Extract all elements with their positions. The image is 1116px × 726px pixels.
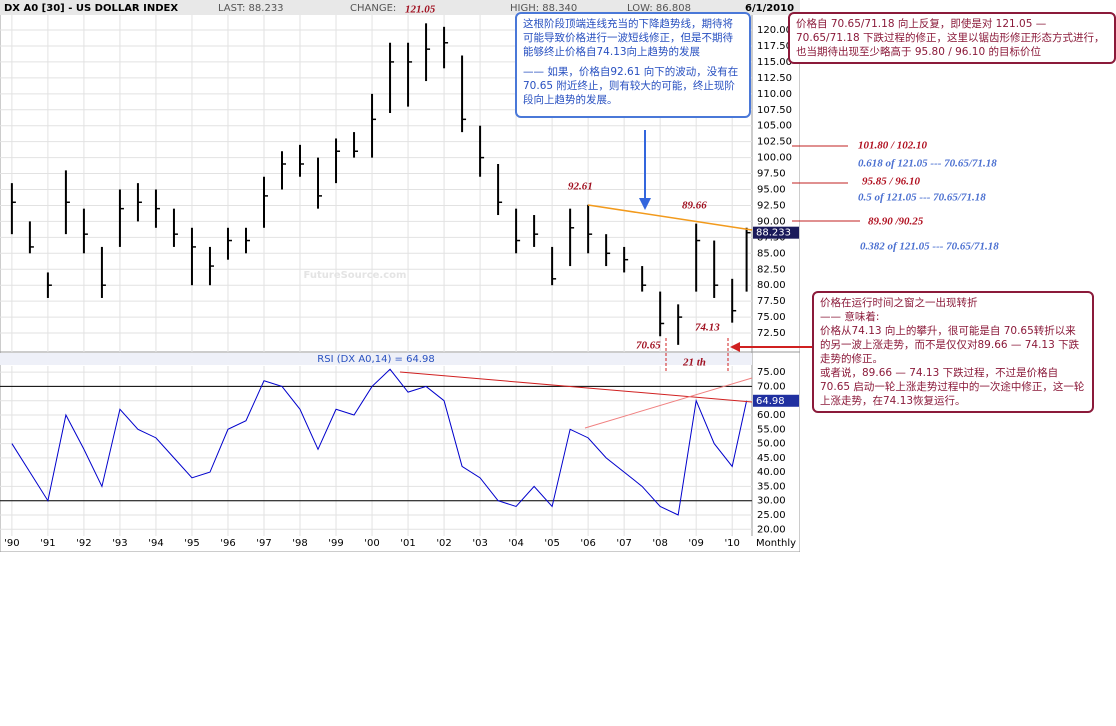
y-tick-label: 45.00 <box>757 453 786 464</box>
trend-line <box>587 204 753 231</box>
y-tick-label: 82.50 <box>757 264 786 275</box>
x-tick-label: '06 <box>580 538 595 549</box>
title-bar <box>0 353 752 365</box>
annotation: 70.65 <box>636 340 661 352</box>
y-tick-label: 75.00 <box>757 367 786 378</box>
y-tick-label: 30.00 <box>757 496 786 507</box>
annotation: 89.66 <box>682 200 707 212</box>
x-tick-label: '10 <box>724 538 739 549</box>
x-tick-label: '04 <box>508 538 523 549</box>
note-top-right: 价格自 70.65/71.18 向上反复，即使是对 121.05 — 70.65… <box>788 12 1116 64</box>
y-tick-label: 70.00 <box>757 381 786 392</box>
y-tick-label: 115.00 <box>757 57 792 68</box>
plot: 72.5075.0077.5080.0082.5085.0087.5090.00… <box>0 15 799 549</box>
annotation: 95.85 / 96.10 <box>862 176 921 188</box>
x-tick-label: '92 <box>76 538 91 549</box>
y-tick-label: 77.50 <box>757 296 786 307</box>
x-tick-label: '91 <box>40 538 55 549</box>
y-tick-label: 105.00 <box>757 121 792 132</box>
x-tick-label: '90 <box>4 538 19 549</box>
x-tick-label: '93 <box>112 538 127 549</box>
x-tick-label: '07 <box>616 538 631 549</box>
note-text: —— 意味着: <box>820 311 880 323</box>
note-blue: 这根阶段顶端连线充当的下降趋势线，期待将可能导致价格进行一波短线修正，但是不期待… <box>515 12 751 118</box>
y-tick-label: 120.00 <box>757 25 792 36</box>
annotation: 92.61 <box>568 181 593 193</box>
x-tick-label: '02 <box>436 538 451 549</box>
annotation: 74.13 <box>695 322 720 334</box>
x-tick-label: '00 <box>364 538 379 549</box>
x-tick-label: '05 <box>544 538 559 549</box>
annotation: 101.80 / 102.10 <box>858 140 928 152</box>
y-tick-label: 55.00 <box>757 424 786 435</box>
note-bottom-right: 价格在运行时间之窗之一出现转折 —— 意味着: 价格从74.13 向上的攀升，很… <box>812 291 1094 413</box>
x-tick-label: '94 <box>148 538 163 549</box>
y-tick-label: 75.00 <box>757 312 786 323</box>
annotation: 21 th <box>682 357 706 369</box>
x-tick-label: '97 <box>256 538 271 549</box>
date: 6/1/2010 <box>745 3 794 14</box>
annotation: 121.05 <box>405 4 436 16</box>
y-tick-label: 95.00 <box>757 185 786 196</box>
x-tick-label: '08 <box>652 538 667 549</box>
y-tick-label: 20.00 <box>757 524 786 535</box>
y-tick-label: 25.00 <box>757 510 786 521</box>
x-tick-label: '98 <box>292 538 307 549</box>
y-tick-label: 60.00 <box>757 410 786 421</box>
y-tick-label: 35.00 <box>757 481 786 492</box>
y-tick-label: 92.50 <box>757 200 786 211</box>
last: LAST: 88.233 <box>218 3 284 14</box>
header-bar <box>0 0 800 15</box>
last-label: 64.98 <box>756 396 785 407</box>
x-tick-label: '09 <box>688 538 703 549</box>
note-text: —— 如果，价格自92.61 向下的波动，没有在70.65 附近终止，则有较大的… <box>523 66 739 106</box>
watermark: FutureSource.com <box>304 270 407 281</box>
y-tick-label: 90.00 <box>757 216 786 227</box>
y-tick-label: 110.00 <box>757 89 792 100</box>
y-tick-label: 50.00 <box>757 439 786 450</box>
symbol: DX A0 [30] - US DOLLAR INDEX <box>4 3 178 14</box>
low: LOW: 86.808 <box>627 3 691 14</box>
y-tick-label: 102.50 <box>757 137 792 148</box>
y-tick-label: 72.50 <box>757 328 786 339</box>
y-tick-label: 97.50 <box>757 169 786 180</box>
x-tick-label: '95 <box>184 538 199 549</box>
y-tick-label: 40.00 <box>757 467 786 478</box>
arrow-head <box>639 198 651 210</box>
note-text: 或者说，89.66 — 74.13 下跌过程，不过是价格自 70.65 启动一轮… <box>820 367 1085 407</box>
y-tick-label: 117.50 <box>757 41 792 52</box>
note-text: 这根阶段顶端连线充当的下降趋势线，期待将可能导致价格进行一波短线修正，但是不期待… <box>523 18 733 58</box>
x-tick-label: '96 <box>220 538 235 549</box>
x-tick-label: '99 <box>328 538 343 549</box>
annotation: 0.618 of 121.05 --- 70.65/71.18 <box>858 158 997 170</box>
last-label: 88.233 <box>756 228 791 239</box>
change: CHANGE: <box>350 3 396 14</box>
last-box <box>753 226 799 239</box>
x-tick-label: '01 <box>400 538 415 549</box>
annotation: 0.382 of 121.05 --- 70.65/71.18 <box>860 241 999 253</box>
annotation: 89.90 /90.25 <box>868 216 924 228</box>
last-box <box>753 394 799 407</box>
y-tick-label: 107.50 <box>757 105 792 116</box>
rsi-support-line <box>584 377 753 429</box>
y-tick-label: 100.00 <box>757 153 792 164</box>
y-tick-label: 112.50 <box>757 73 792 84</box>
high: HIGH: 88.340 <box>510 3 577 14</box>
y-tick-label: 80.00 <box>757 280 786 291</box>
rsi-line <box>11 368 748 516</box>
note-text: 价格在运行时间之窗之一出现转折 <box>820 297 978 309</box>
rsi-trend-line <box>399 371 753 403</box>
x-tick-label: '03 <box>472 538 487 549</box>
note-text: 价格从74.13 向上的攀升，很可能是自 70.65转折以来的另一波上涨走势，而… <box>820 325 1080 365</box>
annotation: 0.5 of 121.05 --- 70.65/71.18 <box>858 192 986 204</box>
rsi-title: RSI (DX A0,14) = 64.98 <box>317 354 434 365</box>
x-axis-label: Monthly <box>756 538 796 549</box>
y-tick-label: 85.00 <box>757 248 786 259</box>
